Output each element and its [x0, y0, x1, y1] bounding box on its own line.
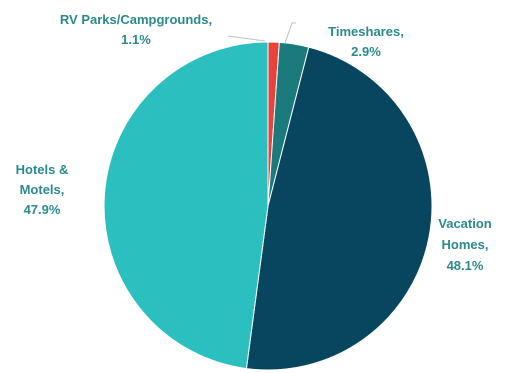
slice-label-vacation-homes: Vacation Homes, 48.1% — [438, 216, 492, 273]
leader-line — [284, 22, 296, 44]
slice-label-line: Timeshares, — [328, 24, 404, 39]
slice-label-line: 47.9% — [24, 202, 61, 217]
slice-label-line: 1.1% — [121, 32, 151, 47]
slice-label-line: Vacation — [438, 216, 492, 231]
slice-label-line: 48.1% — [447, 258, 484, 273]
slice-label-hotels-motels: Hotels & Motels, 47.9% — [16, 162, 69, 217]
pie-slices — [103, 41, 433, 371]
slice-label-line: 2.9% — [351, 44, 381, 59]
slice-label-rv-parks-campgrounds: RV Parks/Campgrounds, 1.1% — [60, 12, 212, 47]
slice-label-timeshares: Timeshares, 2.9% — [328, 24, 404, 59]
slice-label-line: Motels, — [20, 182, 65, 197]
slice-label-line: RV Parks/Campgrounds, — [60, 12, 212, 27]
pie-slice-vacation-homes — [245, 46, 433, 371]
leader-line — [227, 35, 266, 42]
label-leader-lines — [227, 22, 296, 44]
pie-slice-hotels-motels — [103, 41, 269, 370]
slice-labels: RV Parks/Campgrounds, 1.1% Timeshares, 2.9%… — [16, 12, 492, 273]
slice-label-line: Homes, — [442, 237, 489, 252]
slice-label-line: Hotels & — [16, 162, 69, 177]
